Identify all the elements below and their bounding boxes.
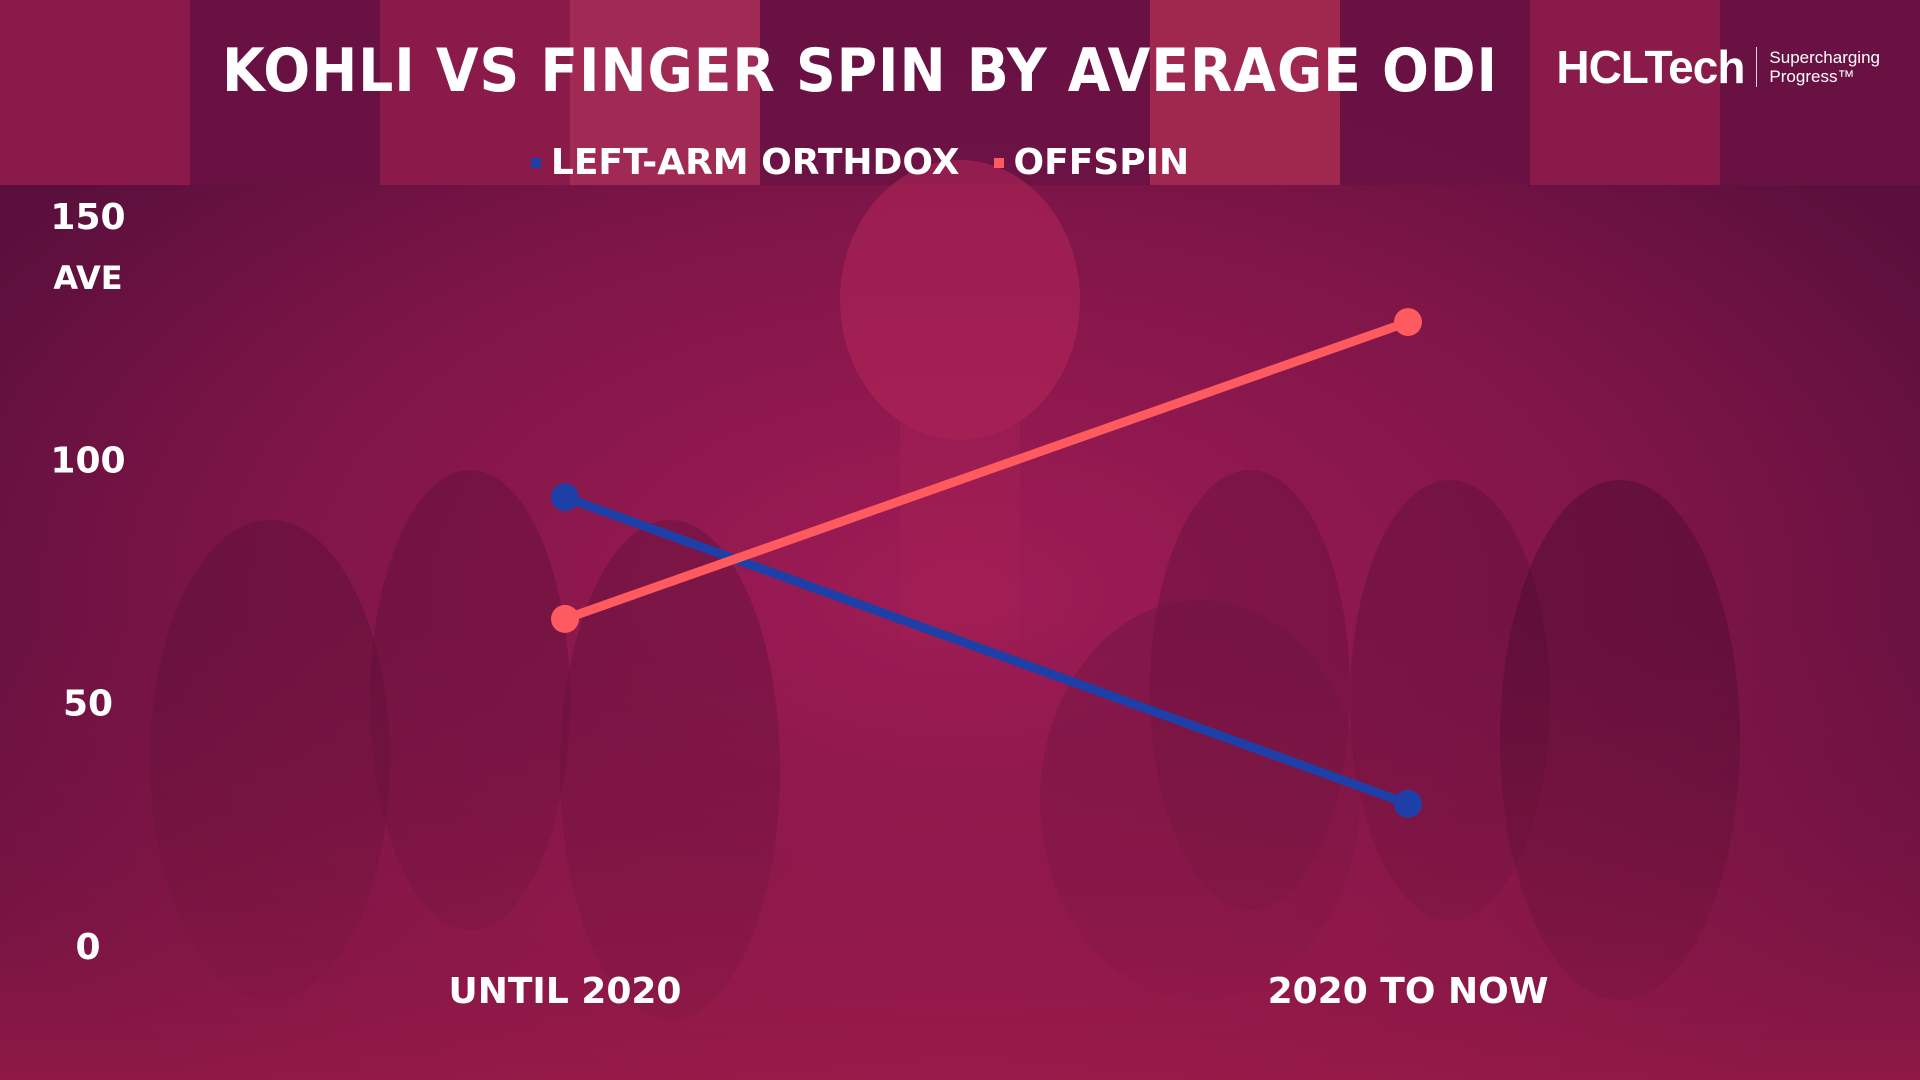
data-point — [551, 483, 579, 512]
brand-tagline-line1: Supercharging — [1769, 48, 1880, 67]
y-tick-label: 0 — [75, 927, 100, 968]
y-tick-label: 150 — [50, 197, 125, 238]
series-line — [560, 317, 1413, 624]
legend: LEFT-ARM ORTHDOX OFFSPIN — [0, 142, 1720, 183]
y-axis-label: AVE — [53, 259, 122, 297]
x-tick-label: 2020 TO NOW — [1268, 971, 1549, 1012]
brand-tagline-line2: Progress™ — [1769, 67, 1855, 86]
legend-swatch-offspin — [993, 157, 1004, 168]
chart-title: KOHLI VS FINGER SPIN BY AVERAGE ODI — [222, 36, 1498, 106]
legend-item-left-arm-orthodox: LEFT-ARM ORTHDOX — [530, 142, 960, 183]
legend-item-offspin: OFFSPIN — [993, 142, 1190, 183]
legend-label-offspin: OFFSPIN — [1013, 142, 1190, 183]
brand-name: HCLTech — [1556, 41, 1745, 93]
data-point — [551, 604, 579, 633]
brand-logo: HCLTech Supercharging Progress™ — [1556, 40, 1880, 94]
y-tick-label: 50 — [63, 684, 113, 725]
data-point — [1394, 308, 1422, 337]
series-line — [560, 492, 1413, 809]
brand-divider — [1756, 47, 1758, 87]
x-tick-label: UNTIL 2020 — [449, 971, 682, 1012]
legend-swatch-left-arm-orthodox — [530, 157, 541, 168]
legend-label-left-arm-orthodox: LEFT-ARM ORTHDOX — [550, 142, 960, 183]
data-point — [1394, 789, 1422, 818]
y-tick-label: 100 — [50, 440, 125, 481]
brand-tagline: Supercharging Progress™ — [1769, 48, 1880, 86]
